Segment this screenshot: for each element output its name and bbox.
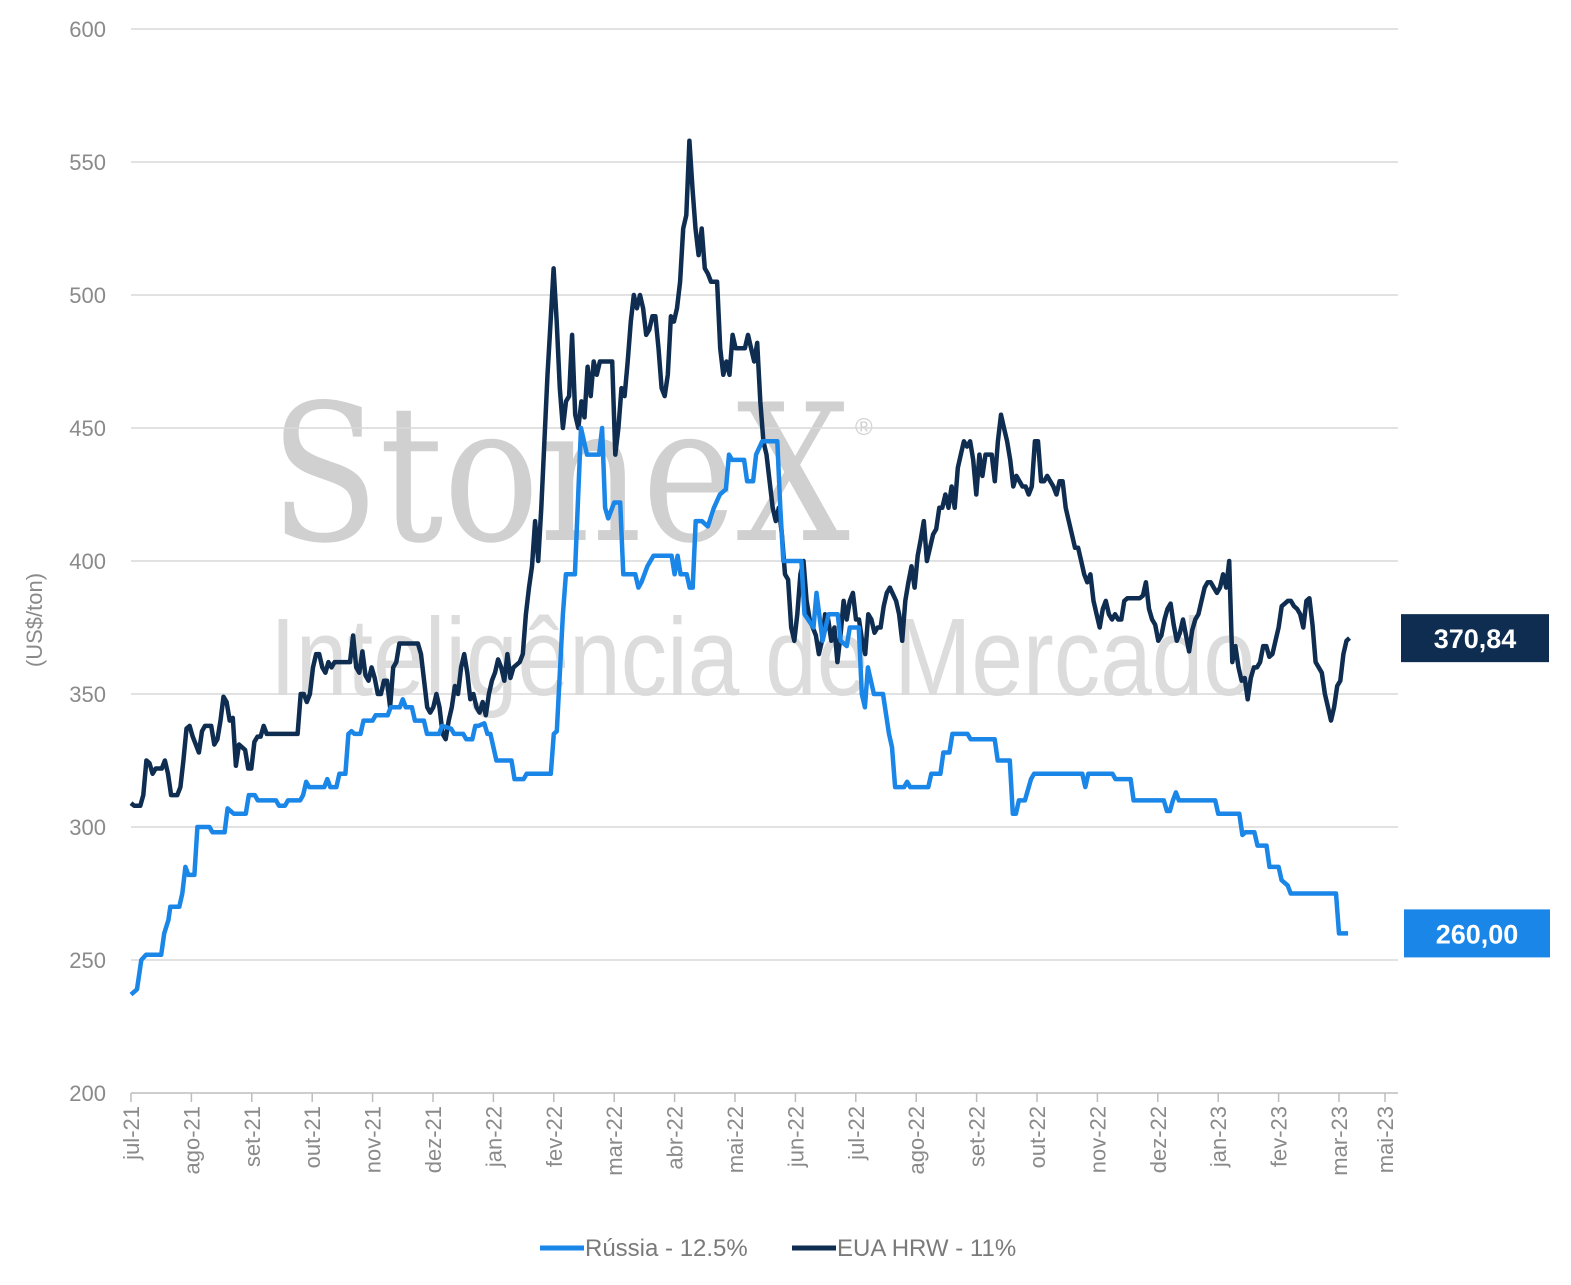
x-tick-label: dez-21 [421, 1106, 446, 1173]
x-tick-label: jun-22 [783, 1106, 808, 1168]
y-tick-label: 550 [69, 150, 106, 175]
gridlines [131, 28, 1398, 961]
x-tick-label: fev-23 [1267, 1106, 1292, 1167]
x-axis: jul-21 ago-21 set-21 out-21 nov-21 dez-21 jan-… [119, 1092, 1398, 1176]
x-tick-label: jul-22 [844, 1106, 869, 1161]
x-tick-label: set-22 [965, 1106, 990, 1167]
x-tick-label: jan-22 [481, 1106, 506, 1168]
series-lines [129, 138, 1352, 997]
x-tick-label: nov-21 [361, 1106, 386, 1173]
end-value-label: 260,00 [1436, 919, 1519, 949]
legend: Rússia - 12.5% EUA HRW - 11% [540, 1235, 1016, 1262]
x-tick-label: abr-22 [663, 1106, 688, 1170]
x-tick-label: mar-23 [1327, 1106, 1352, 1176]
y-tick-label: 250 [69, 948, 106, 973]
y-tick-label: 200 [69, 1081, 106, 1106]
x-tick-label: mar-22 [602, 1106, 627, 1176]
y-tick-label: 300 [69, 815, 106, 840]
x-tick-label: mai-22 [723, 1106, 748, 1173]
series-line-russia [129, 425, 1349, 997]
end-value-labels: 260,00 370,84 [1401, 614, 1550, 958]
y-tick-label: 450 [69, 416, 106, 441]
x-tick-label: dez-22 [1146, 1106, 1171, 1173]
x-tick-label: jan-23 [1206, 1106, 1231, 1168]
x-tick-label: ago-22 [904, 1106, 929, 1175]
end-label-box [1404, 909, 1550, 958]
x-tick-label: fev-22 [542, 1106, 567, 1167]
y-tick-label: 400 [69, 549, 106, 574]
legend-entry: Rússia - 12.5% [585, 1235, 748, 1262]
y-tick-label: 500 [69, 283, 106, 308]
end-value-label: 370,84 [1434, 624, 1517, 654]
y-tick-label: 350 [69, 682, 106, 707]
x-tick-label: set-21 [240, 1106, 265, 1167]
y-tick-label: 600 [69, 17, 106, 42]
y-axis-label: (US$/ton) [22, 573, 47, 667]
end-label-box [1401, 614, 1549, 663]
x-tick-label: out-22 [1025, 1106, 1050, 1168]
x-tick-label: out-21 [300, 1106, 325, 1168]
legend-entry: EUA HRW - 11% [837, 1235, 1016, 1262]
x-tick-label: ago-21 [179, 1106, 204, 1175]
x-tick-label: mai-23 [1373, 1106, 1398, 1173]
x-tick-label: nov-22 [1085, 1106, 1110, 1173]
series-line-eua-hrw [129, 138, 1352, 808]
x-tick-label: jul-21 [119, 1106, 144, 1161]
y-axis-ticks: 200 250 300 350 400 450 500 550 600 [69, 17, 106, 1106]
